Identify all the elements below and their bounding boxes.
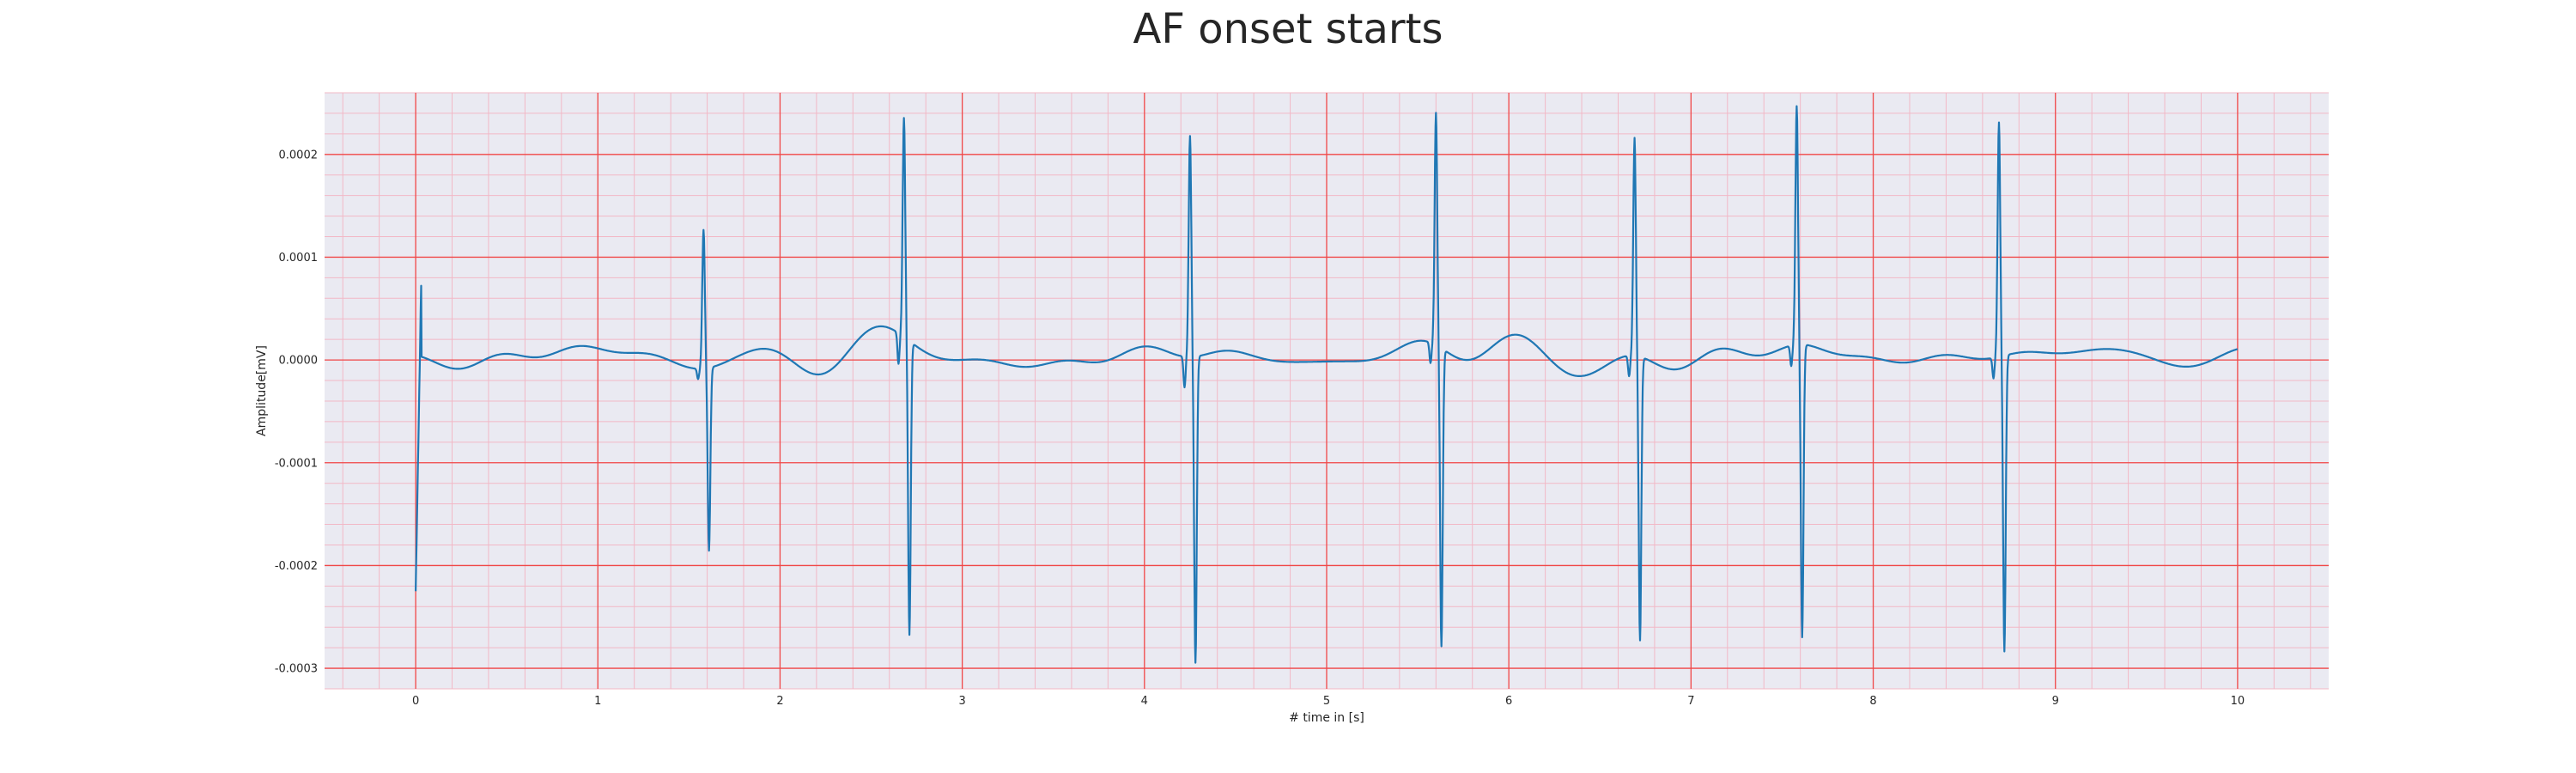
x-tick-label: 8: [1869, 695, 1876, 708]
y-axis-label: Amplitude[mV]: [255, 345, 269, 436]
chart-title: AF onset starts: [1133, 5, 1443, 53]
y-tick-label: -0.0002: [275, 560, 318, 573]
x-tick-label: 0: [412, 695, 419, 708]
ecg-signal-line: [415, 105, 2239, 664]
x-axis-label: # time in [s]: [1289, 711, 1364, 725]
y-tick-label: 0.0002: [279, 149, 319, 161]
x-tick-label: 6: [1505, 695, 1512, 708]
y-tick-label: 0.0000: [279, 355, 319, 368]
y-tick-label: -0.0001: [275, 457, 318, 470]
y-tick-label: -0.0003: [275, 663, 318, 676]
x-tick-label: 4: [1141, 695, 1148, 708]
x-tick-label: 2: [776, 695, 783, 708]
x-tick-label: 5: [1323, 695, 1330, 708]
x-tick-label: 1: [594, 695, 601, 708]
x-tick-label: 9: [2052, 695, 2059, 708]
y-tick-label: 0.0001: [279, 252, 319, 265]
x-tick-labels: 0 1 2 3 4 5 6 7 8 9 10: [412, 695, 2245, 708]
y-tick-labels: 0.0002 0.0001 0.0000 -0.0001 -0.0002 -0.0003: [275, 149, 318, 675]
x-tick-label: 3: [958, 695, 965, 708]
x-tick-label: 10: [2231, 695, 2245, 708]
x-tick-label: 7: [1687, 695, 1694, 708]
